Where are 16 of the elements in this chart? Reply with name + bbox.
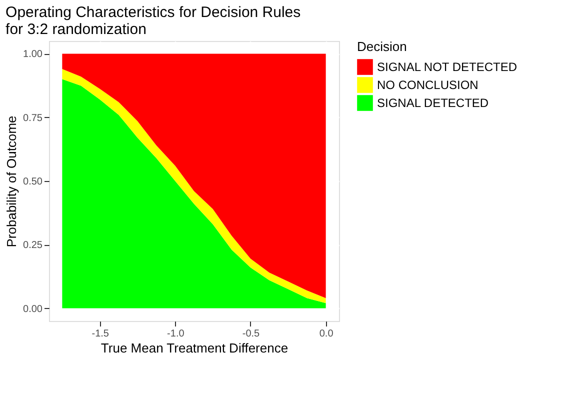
chart-title: Operating Characteristics for Decision Rules for 3:2 randomization [6,4,301,38]
y-tick-label: 1.00 [23,49,43,60]
x-tick-label: 0.0 [319,328,334,340]
legend-label: SIGNAL NOT DETECTED [377,60,518,74]
x-tick-label: -0.5 [242,328,260,340]
x-tick-label: -1.0 [167,328,185,340]
x-axis-title: True Mean Treatment Difference [100,340,288,356]
y-tick-label: 0.25 [23,240,43,252]
legend-title: Decision [357,39,407,54]
y-tick-label: 0.50 [23,176,43,188]
x-tick-label: -1.5 [92,328,110,340]
legend-label: SIGNAL DETECTED [377,96,489,110]
y-tick-label: 0.75 [23,112,43,124]
y-tick-label: 0.00 [23,304,43,315]
y-axis-title: Probability of Outcome [4,116,20,248]
legend-label: NO CONCLUSION [377,78,478,92]
